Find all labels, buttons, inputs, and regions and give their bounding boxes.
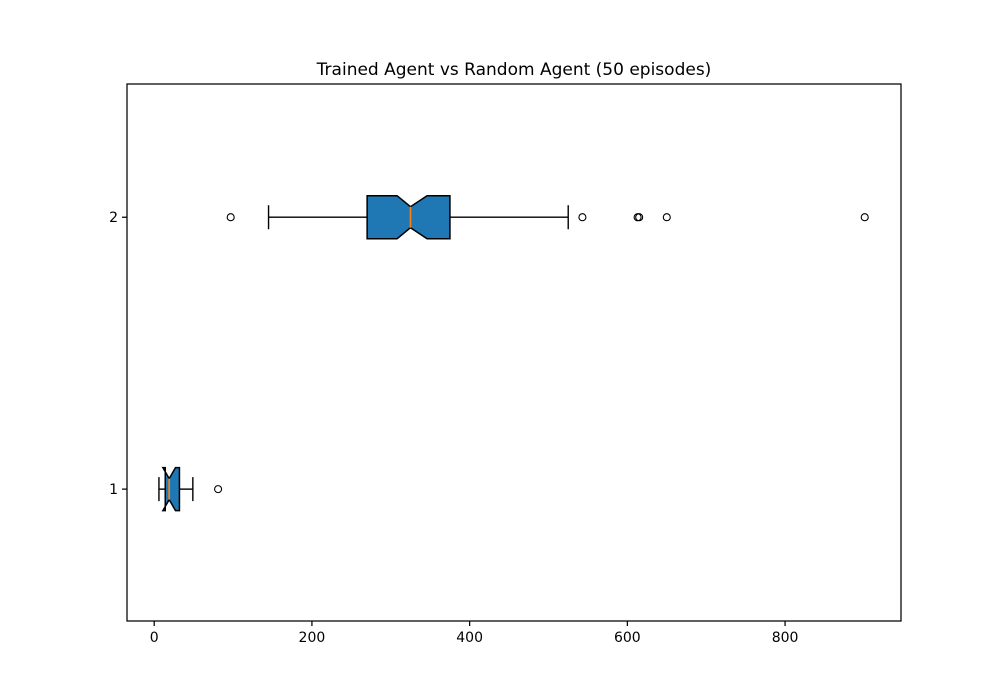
outlier-point (662, 213, 671, 222)
box-1 (161, 466, 181, 512)
x-tick-label: 200 (299, 630, 326, 646)
outlier-point (635, 213, 644, 222)
x-tick-label: 600 (614, 630, 641, 646)
y-tick-label: 1 (109, 482, 118, 498)
x-tick-label: 0 (150, 630, 159, 646)
outlier-point (860, 213, 869, 222)
outlier-point (214, 485, 223, 494)
y-tick-label: 2 (109, 210, 118, 226)
plot-area (126, 83, 902, 622)
chart-title: Trained Agent vs Random Agent (50 episod… (316, 60, 712, 80)
outlier-point (578, 213, 587, 222)
box-2 (366, 194, 451, 240)
x-tick-label: 400 (456, 630, 483, 646)
outlier-point (226, 213, 235, 222)
x-tick-label: 800 (772, 630, 799, 646)
